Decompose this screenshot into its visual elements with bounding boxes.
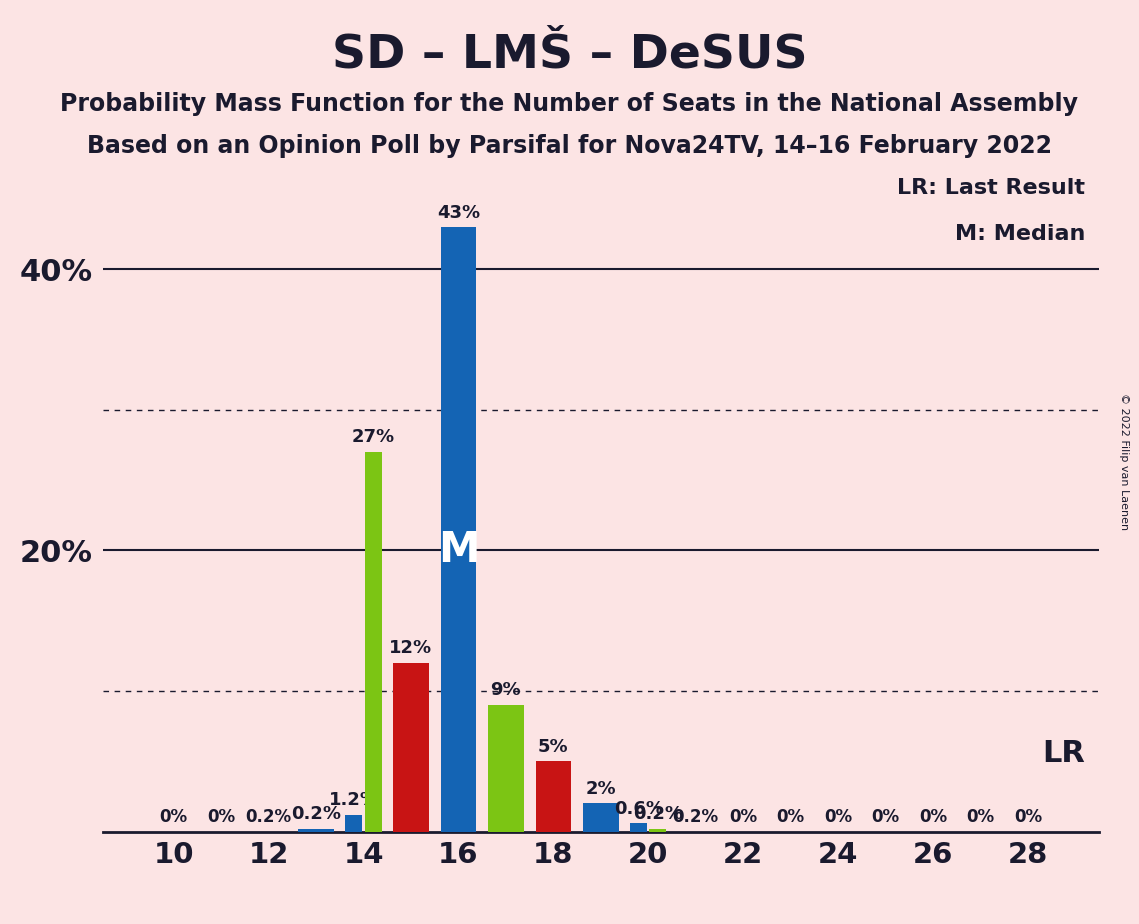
Text: LR: Last Result: LR: Last Result xyxy=(896,178,1084,198)
Text: 0.6%: 0.6% xyxy=(614,799,664,818)
Bar xyxy=(649,829,666,832)
Text: M: M xyxy=(437,529,480,571)
Bar xyxy=(535,761,571,832)
Bar xyxy=(583,804,618,832)
Text: 9%: 9% xyxy=(491,682,522,699)
Text: 1.2%: 1.2% xyxy=(329,791,379,809)
Text: 0%: 0% xyxy=(729,808,757,826)
Text: 0%: 0% xyxy=(919,808,948,826)
Text: 12%: 12% xyxy=(390,639,433,657)
Text: 5%: 5% xyxy=(538,737,568,756)
Bar xyxy=(393,663,428,832)
Text: 0%: 0% xyxy=(966,808,994,826)
Text: SD – LMŠ – DeSUS: SD – LMŠ – DeSUS xyxy=(331,32,808,78)
Text: 0.2%: 0.2% xyxy=(246,808,292,826)
Text: 0.2%: 0.2% xyxy=(673,808,719,826)
Text: LR: LR xyxy=(1042,739,1084,769)
Text: 0%: 0% xyxy=(1014,808,1042,826)
Text: Based on an Opinion Poll by Parsifal for Nova24TV, 14–16 February 2022: Based on an Opinion Poll by Parsifal for… xyxy=(87,134,1052,158)
Text: 0%: 0% xyxy=(159,808,188,826)
Bar xyxy=(364,452,382,832)
Bar xyxy=(441,227,476,832)
Text: Probability Mass Function for the Number of Seats in the National Assembly: Probability Mass Function for the Number… xyxy=(60,92,1079,116)
Bar xyxy=(630,823,647,832)
Text: 0.2%: 0.2% xyxy=(633,805,683,823)
Bar xyxy=(489,705,524,832)
Text: 0%: 0% xyxy=(207,808,236,826)
Text: 0.2%: 0.2% xyxy=(292,805,341,823)
Text: 2%: 2% xyxy=(585,780,616,797)
Text: 27%: 27% xyxy=(352,429,395,446)
Text: 0%: 0% xyxy=(823,808,852,826)
Bar xyxy=(345,815,362,832)
Text: 0%: 0% xyxy=(777,808,805,826)
Bar xyxy=(298,829,334,832)
Text: 0%: 0% xyxy=(871,808,900,826)
Text: M: Median: M: Median xyxy=(954,225,1084,244)
Text: © 2022 Filip van Laenen: © 2022 Filip van Laenen xyxy=(1120,394,1129,530)
Text: 43%: 43% xyxy=(437,203,480,222)
